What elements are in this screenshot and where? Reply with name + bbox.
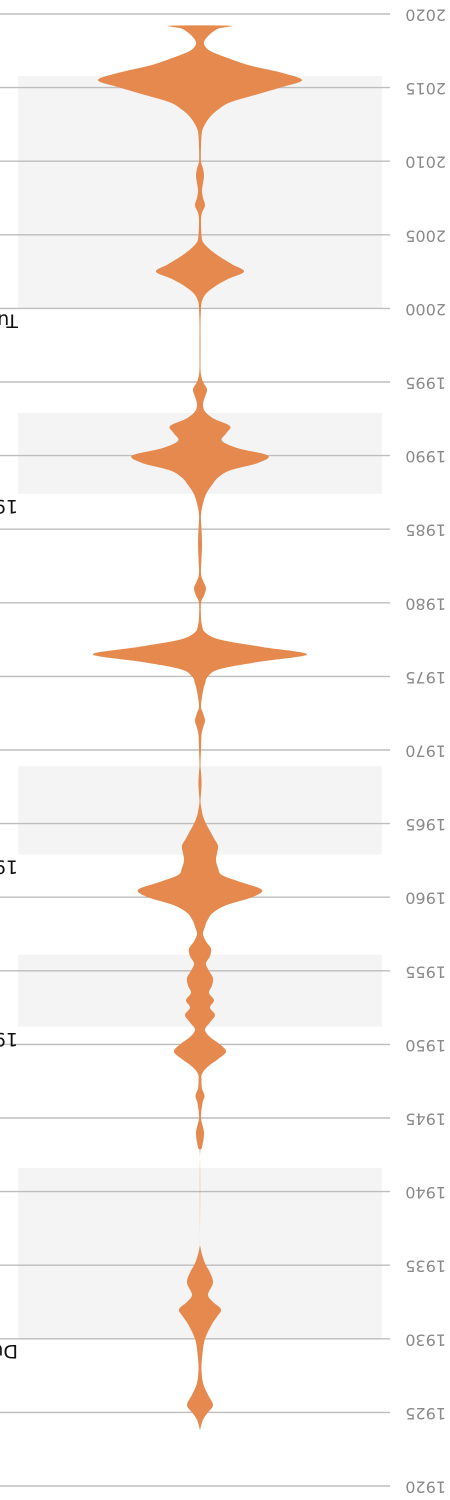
tick-label: 1935 [405, 1257, 446, 1276]
tick-label: 1945 [405, 1110, 446, 1129]
tick-label: 1960 [405, 889, 446, 908]
tick-label: 1975 [405, 668, 446, 687]
tick-label: 2005 [405, 226, 446, 245]
drought-label: 1960s Drought [0, 856, 18, 878]
drought-label: Turn-of-the-Century Drought [0, 309, 19, 331]
tick-label: 1950 [405, 1036, 446, 1055]
drought-label: Dust Bowl [0, 1340, 18, 1362]
tick-label: 1965 [405, 815, 446, 834]
tick-label: 2010 [405, 153, 446, 172]
tick-label: 1930 [405, 1330, 446, 1349]
axis-ticks: 1920 1925 1930 1935 1940 1945 1950 1955 1960 1965… [405, 6, 446, 1497]
tick-label: 1920 [405, 1478, 446, 1497]
tick-label: 1990 [405, 447, 446, 466]
tick-label: 2020 [405, 6, 446, 25]
drought-labels: Dust Bowl 1950s Drought 1960s Drought 1980s… [0, 309, 19, 1361]
tick-label: 1955 [405, 962, 446, 981]
tick-label: 1985 [405, 521, 446, 540]
tick-label: 2015 [405, 79, 446, 98]
tick-label: 1980 [405, 594, 446, 613]
tick-label: 2000 [405, 300, 446, 319]
tick-label: 1970 [405, 742, 446, 761]
density-shape [92, 25, 308, 1431]
tick-label: 1925 [405, 1404, 446, 1423]
drought-label: 1950s Drought [0, 1028, 18, 1050]
density-area [92, 25, 308, 1431]
tick-label: 1940 [405, 1183, 446, 1202]
tick-label: 1995 [405, 374, 446, 393]
drought-label: 1980s Drought [0, 495, 18, 517]
